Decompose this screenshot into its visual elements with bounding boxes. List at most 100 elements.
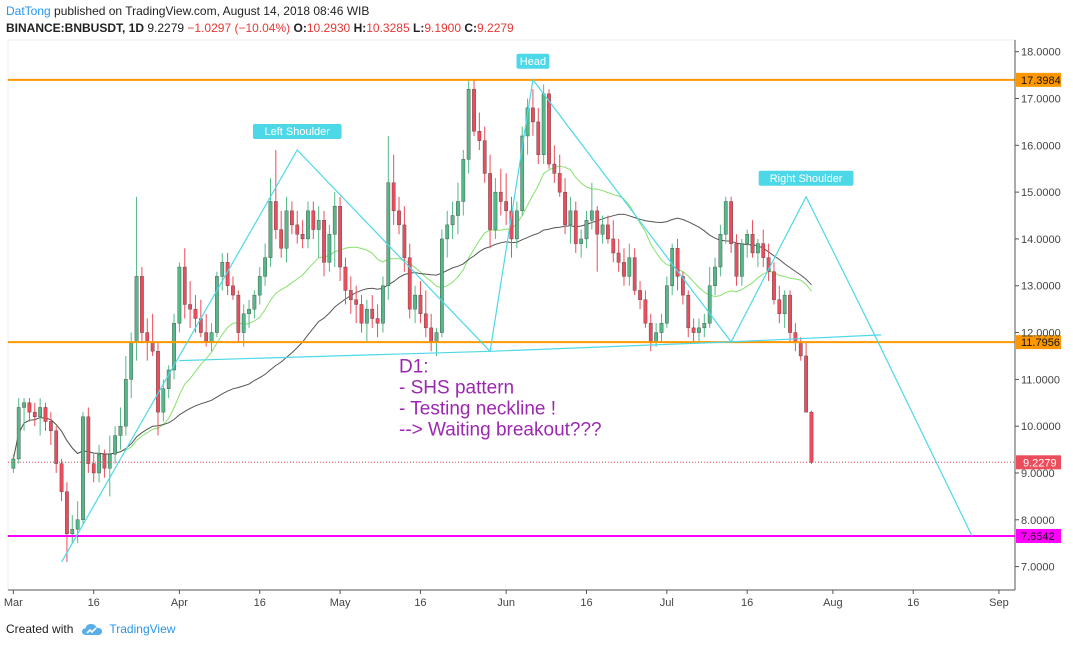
candle	[257, 267, 262, 305]
level-tag	[1016, 72, 1061, 87]
annotation-text: D1:- SHS pattern- Testing neckline !--> …	[399, 356, 602, 440]
candle	[423, 290, 428, 338]
candle-body	[697, 327, 701, 333]
time-tick-label: Jul	[660, 597, 674, 609]
annotation-line: --> Waiting breakout???	[399, 419, 602, 440]
candle	[627, 243, 632, 286]
candle-body	[557, 173, 562, 193]
candle	[514, 201, 519, 249]
candle	[413, 285, 417, 324]
candle	[193, 295, 198, 333]
candle-body	[300, 234, 305, 240]
candle-body	[140, 276, 144, 333]
last-price-tag	[1016, 455, 1061, 470]
candle	[681, 271, 685, 305]
candle-body	[600, 224, 605, 235]
open-value: 10.2930	[306, 21, 351, 35]
candle-body	[450, 215, 455, 226]
candle	[322, 210, 326, 277]
candle	[370, 295, 375, 328]
time-tick-label: Sep	[989, 597, 1009, 609]
candle	[348, 276, 353, 314]
candle-body	[91, 463, 96, 474]
time-tick-label: Aug	[823, 597, 843, 609]
level-tag	[1016, 528, 1061, 543]
candle-body	[584, 220, 589, 240]
candle-body	[391, 182, 396, 212]
time-tick-label: 16	[741, 597, 753, 609]
candle-body	[273, 201, 278, 230]
candle-body	[654, 332, 658, 343]
candle	[488, 154, 492, 249]
candle	[461, 150, 466, 216]
candle	[670, 243, 675, 296]
candle-body	[220, 262, 225, 277]
candle-body	[686, 294, 691, 329]
candle	[91, 454, 96, 483]
candle	[664, 276, 669, 328]
candle-body	[86, 416, 91, 464]
candle-body	[134, 276, 139, 343]
candle-body	[579, 238, 583, 244]
pattern-label-bg	[252, 124, 342, 139]
candle	[386, 135, 391, 300]
time-tick-label: Apr	[171, 597, 188, 609]
price-tick-label: 17.0000	[1021, 94, 1061, 106]
candle	[332, 192, 337, 268]
candle-body	[407, 257, 412, 310]
tradingview-brand-link[interactable]: TradingView	[109, 622, 176, 636]
candle-body	[150, 341, 155, 352]
candle-body	[123, 379, 128, 427]
candle	[804, 341, 808, 413]
candle-body	[514, 210, 519, 240]
candle	[54, 426, 59, 473]
candle	[118, 407, 123, 450]
candle	[761, 229, 766, 268]
candle	[600, 215, 605, 244]
candle-body	[107, 454, 112, 469]
neckline	[179, 334, 882, 362]
candle-body	[472, 88, 476, 132]
candle-body	[295, 224, 300, 235]
candle	[456, 182, 460, 235]
last-price-value: 9.2279	[1023, 457, 1057, 469]
candle	[750, 220, 755, 258]
candle	[659, 313, 664, 342]
candle	[156, 341, 160, 436]
candle	[241, 304, 246, 347]
time-tick-label: Mar	[4, 597, 23, 609]
candle	[573, 201, 578, 253]
candle-body	[723, 201, 728, 235]
candle-body	[809, 411, 814, 463]
candle-body	[466, 88, 471, 160]
candle-body	[172, 322, 176, 371]
candle-body	[707, 285, 712, 324]
candle-body	[440, 238, 444, 333]
candle	[638, 281, 642, 310]
candle-body	[702, 322, 707, 329]
candle	[134, 196, 139, 361]
candle-body	[177, 266, 182, 324]
candle-body	[32, 411, 37, 418]
candle	[316, 206, 321, 258]
candle	[32, 402, 37, 427]
candle	[579, 229, 583, 258]
candle-body	[498, 191, 503, 202]
candle-body	[129, 341, 134, 380]
candle-body	[729, 201, 733, 244]
candle-body	[670, 248, 675, 286]
price-tick-label: 10.0000	[1021, 421, 1061, 433]
candle	[268, 178, 273, 268]
pattern-label: Head	[516, 53, 550, 69]
candle	[723, 196, 728, 244]
candle-body	[386, 182, 391, 286]
author-link[interactable]: DatTong	[6, 4, 51, 18]
candle	[209, 323, 214, 352]
candle-body	[756, 243, 760, 254]
price-tick-label: 8.0000	[1021, 515, 1055, 527]
candle-body	[616, 252, 621, 263]
candle	[38, 398, 42, 436]
candle	[557, 154, 562, 197]
candle	[429, 313, 434, 352]
